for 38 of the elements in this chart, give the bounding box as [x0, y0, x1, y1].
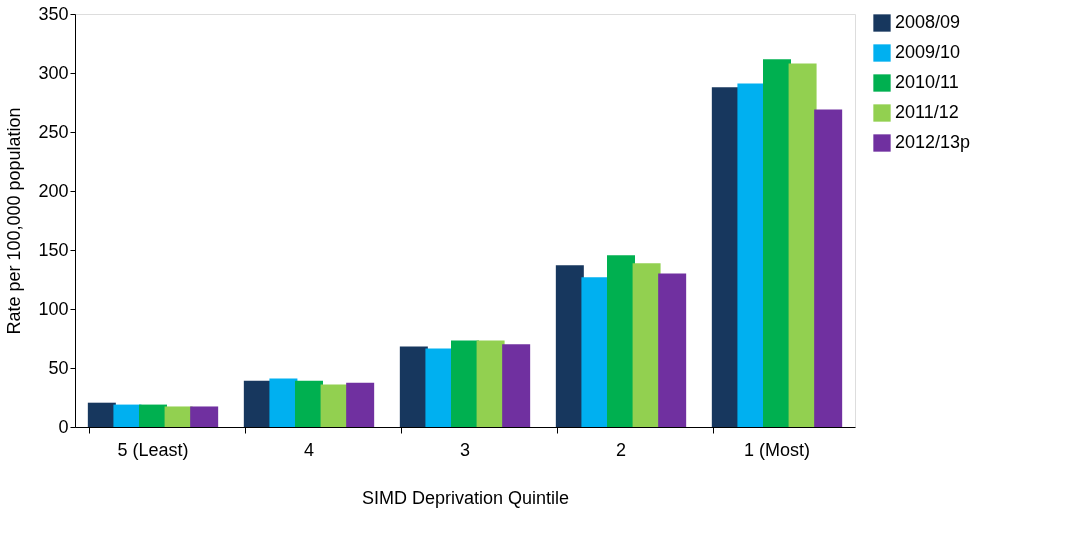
bar — [269, 378, 298, 427]
bar — [814, 109, 843, 427]
x-tick-label: 5 (Least) — [117, 439, 189, 460]
x-tick-label: 1 (Most) — [743, 439, 811, 460]
bar — [451, 340, 479, 427]
bar — [139, 404, 167, 427]
y-tick-label: 200 — [38, 180, 69, 201]
bar — [607, 255, 635, 427]
legend-label: 2008/09 — [895, 12, 961, 32]
x-tick-label: 4 — [303, 439, 315, 460]
legend-label: 2012/13p — [895, 132, 971, 152]
y-tick-label: 100 — [38, 298, 69, 319]
bar — [190, 406, 219, 427]
bar — [555, 265, 584, 427]
y-tick-label: 300 — [38, 62, 69, 83]
bar — [632, 263, 661, 427]
legend-label: 2011/12 — [895, 102, 959, 122]
bar — [581, 277, 610, 427]
y-tick-label: 0 — [58, 416, 69, 437]
x-tick-label: 2 — [615, 439, 627, 460]
y-tick-label: 250 — [38, 121, 69, 142]
bar — [658, 273, 687, 427]
bar — [763, 59, 791, 427]
y-tick-label: 150 — [38, 239, 69, 260]
bar — [295, 380, 323, 427]
bar — [788, 63, 817, 427]
legend-label: 2010/11 — [895, 72, 959, 92]
x-axis-title: SIMD Deprivation Quintile — [361, 487, 570, 508]
x-tick-label: 3 — [459, 439, 471, 460]
bar — [425, 348, 454, 427]
bar — [113, 404, 142, 427]
bar — [502, 344, 531, 427]
y-tick-label: 50 — [48, 357, 69, 378]
legend-label: 2009/10 — [895, 42, 961, 62]
bar — [346, 382, 375, 427]
y-axis-title: Rate per 100,000 population — [4, 107, 25, 335]
y-tick-label: 350 — [38, 3, 69, 24]
bar — [737, 83, 766, 427]
